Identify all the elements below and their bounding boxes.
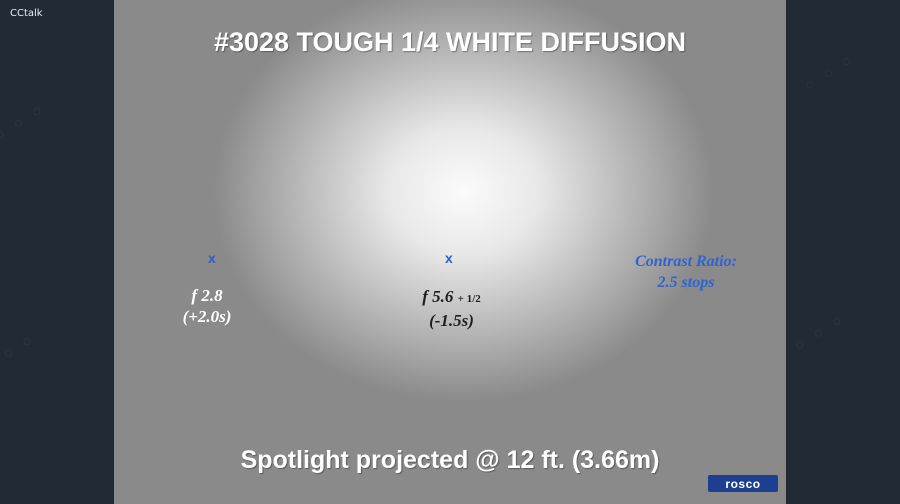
center-fraction: + 1/2 xyxy=(457,293,481,305)
watermark: ◦ ◦ ◦ xyxy=(0,326,41,382)
slide-caption: Spotlight projected @ 12 ft. (3.66m) xyxy=(240,446,660,474)
left-marker: x xyxy=(208,250,216,266)
contrast-ratio: Contrast Ratio: 2.5 stops xyxy=(601,251,771,293)
slide-title: #3028 TOUGH 1/4 WHITE DIFFUSION xyxy=(213,27,687,57)
shared-slide: #3028 TOUGH 1/4 WHITE DIFFUSION x x f 2.… xyxy=(114,0,786,504)
watermark: ◦ ◦ ◦ xyxy=(0,96,51,152)
watermark: ◦ ◦ ◦ xyxy=(796,46,861,102)
center-offset: (-1.5s) xyxy=(429,311,474,330)
center-marker: x xyxy=(445,250,453,266)
watermark: ◦ ◦ ◦ xyxy=(786,306,851,362)
contrast-label: Contrast Ratio: xyxy=(635,253,737,270)
rosco-logo: rosco xyxy=(708,475,778,492)
left-offset: (+2.0s) xyxy=(182,307,232,326)
contrast-value: 2.5 stops xyxy=(657,274,715,291)
left-reading: f 2.8 (+2.0s) xyxy=(162,285,252,327)
app-title: CCtalk xyxy=(10,8,43,19)
center-reading: f 5.6 + 1/2 (-1.5s) xyxy=(389,286,514,331)
center-fstop: f 5.6 xyxy=(422,287,454,306)
left-fstop: f 2.8 xyxy=(191,286,223,305)
